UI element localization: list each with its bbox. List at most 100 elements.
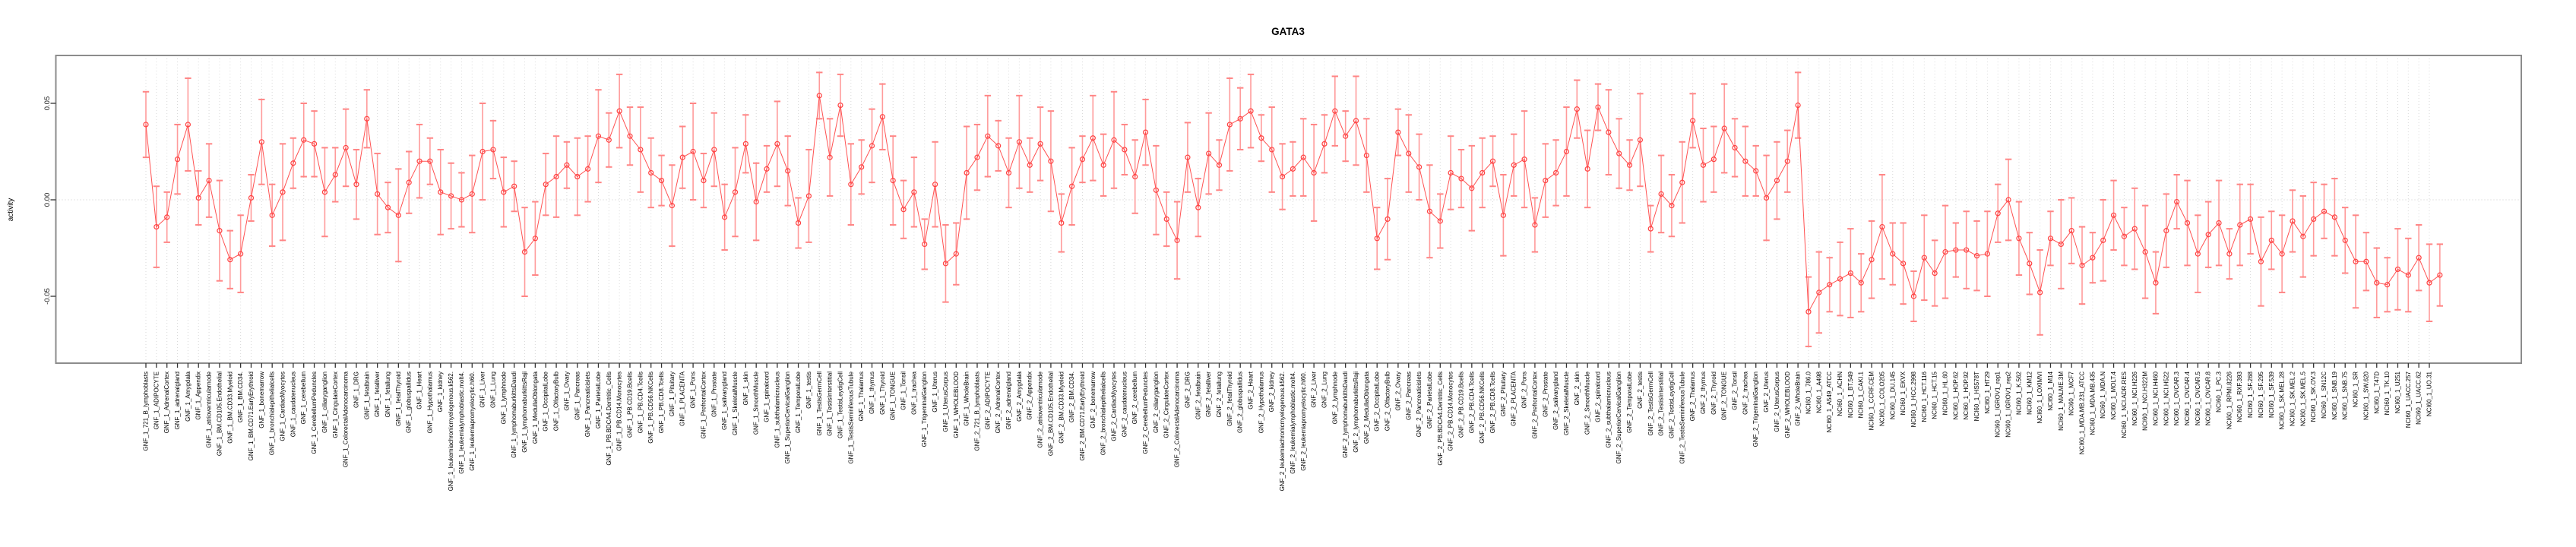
x-tick-label: NCI60_1_NCI.H522 [2163, 371, 2169, 425]
x-tick-label: GNF_1_Pancreaticislets [584, 372, 591, 437]
data-point [1027, 162, 1033, 168]
x-tick-label: NCI60_1_HOP.62 [1952, 371, 1959, 419]
x-tick-label: GNF_2_SuperiorCervicalGanglion [1616, 372, 1622, 463]
data-point [1016, 139, 1022, 145]
x-tick-label: GNF_1_SmoothMuscle [753, 371, 760, 435]
data-point [1258, 135, 1264, 141]
data-point [1489, 158, 1496, 164]
x-tick-label: NCI60_1_EKVX [1900, 371, 1907, 415]
data-point [2385, 282, 2391, 288]
x-tick-label: NCI60_1_SK.MEL.5 [2299, 371, 2306, 426]
data-point [1647, 226, 1654, 232]
x-tick-label: GNF_1_leukemiachronicmyelogenous.k562. [448, 372, 454, 491]
x-tick-label: NCI60_1_SK.MEL.28 [2279, 371, 2286, 429]
data-point [280, 189, 286, 195]
data-point [953, 251, 959, 257]
x-tick-label: NCI60_1_M14 [2047, 371, 2054, 410]
x-tick-label: GNF_1_PB.CD4.Tcells [637, 372, 644, 433]
x-tick-label: NCI60_1_OVCAR.5 [2195, 371, 2201, 425]
x-tick-label: NCI60_1_NCI.H322M [2142, 372, 2149, 431]
x-tick-label: GNF_2_PB.BDCA4.Dentritic_Cells [1437, 372, 1444, 466]
x-tick-label: GNF_1_Amygdala [185, 371, 191, 421]
x-tick-label: GNF_2_ColorectalAdenocarcinoma [1174, 371, 1181, 467]
data-point [1742, 158, 1748, 164]
x-tick-label: GNF_1_atrioventricularnode [206, 371, 213, 447]
data-point [321, 189, 328, 195]
data-point [701, 178, 707, 184]
x-tick-label: GNF_2_TestisInterstitial [1658, 372, 1665, 436]
x-tick-label: GNF_1_Prostate [710, 371, 717, 417]
data-point [1343, 133, 1349, 139]
data-point [1500, 212, 1506, 218]
x-tick-label: NCI60_1_NCI.H460 [2152, 371, 2159, 425]
x-tick-label: NCI60_1_IGROV1_rep2 [2005, 371, 2012, 437]
plot-border [55, 55, 2522, 364]
data-point [942, 261, 949, 267]
data-point [2290, 218, 2296, 224]
x-tick-label: GNF_2_TemporalLobe [1626, 371, 1633, 432]
data-point [2100, 237, 2106, 243]
x-tick-label: GNF_2_CerebellumPeduncles [1142, 372, 1149, 454]
data-point [1163, 216, 1169, 222]
x-tick-label: GNF_1_Appendix [195, 372, 202, 420]
x-tick-label: GNF_1_caudatenucleus [290, 372, 296, 437]
x-tick-label: GNF_2_OlfactoryBulb [1385, 371, 1391, 431]
data-point [1511, 162, 1517, 168]
data-point [311, 141, 318, 147]
data-point [1079, 157, 1086, 163]
data-point [1984, 251, 1990, 257]
x-tick-label: GNF_1_Tonsil [900, 372, 907, 410]
data-point [343, 144, 349, 151]
x-tick-label: NCI60_1_SN12C [2321, 372, 2328, 419]
x-tick-label: GNF_1_Lung [489, 372, 496, 408]
x-tick-label: GNF_2_Ovary [1394, 372, 1401, 411]
data-point [332, 172, 338, 178]
data-point [1921, 255, 1927, 261]
x-tick-label: NCI60_1_TK.10 [2384, 371, 2391, 415]
y-axis-ticks [50, 103, 56, 297]
plot-border-rect [55, 55, 2522, 364]
x-tick-label: GNF_2_leukemialymphoblastic.molt4. [1290, 372, 1296, 474]
x-tick-label: GNF_1_bronchialepithelialcells [269, 372, 276, 455]
data-point [553, 173, 559, 180]
x-tick-label: GNF_1_721_B_lymphoblasts [143, 372, 150, 451]
x-tick-label: NCI60_1_NCI.ADR.RES [2121, 372, 2128, 438]
data-point [2300, 233, 2306, 239]
data-point [511, 183, 517, 189]
x-tick-label: GNF_1_adrenalgland [174, 372, 181, 430]
data-point [1837, 276, 1843, 282]
data-point [1311, 169, 1317, 176]
data-point [648, 169, 654, 176]
data-point [795, 220, 802, 226]
data-point [2195, 251, 2201, 257]
x-tick-label: GNF_2_testis [1637, 372, 1644, 409]
data-point [2426, 280, 2432, 286]
data-point [2374, 280, 2380, 286]
x-tick-label: GNF_1_leukemialymphoblastic.molt4. [458, 372, 465, 474]
data-point [1437, 218, 1443, 224]
x-tick-label: GNF_2_AdrenalCortex [995, 372, 1002, 433]
data-point [153, 223, 160, 230]
x-tick-label: GNF_1_lymphnode [500, 371, 507, 424]
data-point [1710, 157, 1717, 163]
data-point [2331, 214, 2337, 220]
data-point [1111, 137, 1117, 143]
x-tick-label: NCI60_1_KM12 [2026, 371, 2033, 414]
data-point [1206, 150, 1212, 157]
data-point [595, 133, 602, 139]
x-tick-label: NCI60_1_SK.OV.3 [2310, 371, 2317, 422]
x-tick-label: GNF_1_thymus [869, 372, 875, 414]
data-point [2142, 248, 2148, 255]
data-point [2268, 237, 2274, 243]
x-tick-label: NCI60_1_SF.268 [2247, 371, 2254, 417]
x-tick-label: GNF_1_fetalliver [374, 372, 381, 417]
x-tick-label: GNF_2_lymphomaburkittsDaudi [1342, 372, 1349, 458]
data-point [2110, 212, 2117, 218]
x-tick-label: NCI60_1_CCRF.CEM [1869, 372, 1875, 431]
y-axis-title: activity [7, 198, 15, 222]
x-tick-label: GNF_2_lymphomaburkittsRaji [1353, 372, 1359, 453]
x-tick-label: GNF_1_bonemarrow [258, 372, 265, 428]
data-point [859, 164, 865, 170]
x-tick-label: GNF_1_skin [742, 372, 749, 405]
x-tick-label: GNF_1_salivarygland [721, 372, 728, 430]
